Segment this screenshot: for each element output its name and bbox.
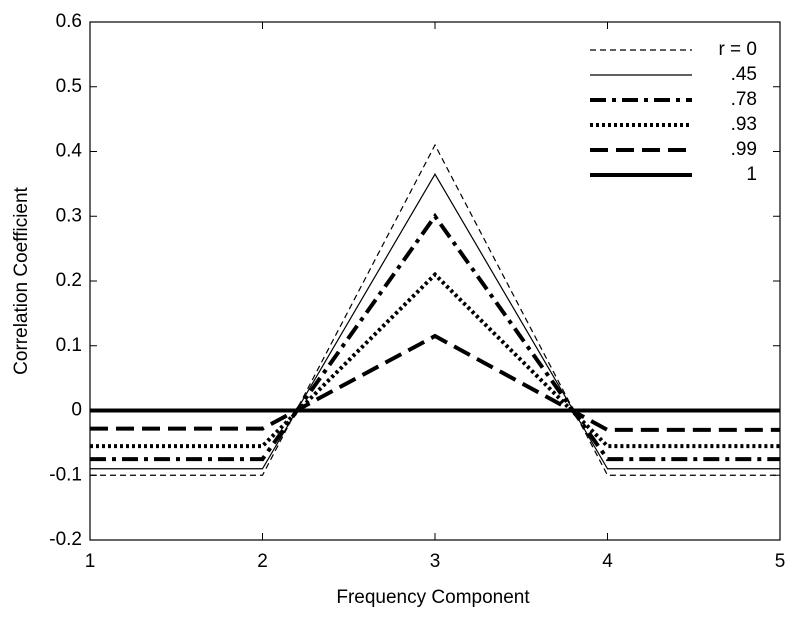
x-tick-label: 1	[85, 551, 96, 572]
legend-label: r = 0	[718, 39, 757, 60]
y-tick-label: 0.4	[56, 141, 83, 162]
series-line	[90, 333, 780, 432]
x-tick-label: 4	[602, 551, 613, 572]
y-tick-label: 0.5	[56, 76, 82, 97]
legend-label: 1	[746, 164, 757, 185]
y-tick-label: 0	[71, 400, 82, 421]
y-tick-label: 0.3	[56, 205, 82, 226]
legend-label: .78	[731, 89, 757, 110]
y-tick-label: 0.2	[56, 270, 82, 291]
y-tick-label: -0.2	[49, 529, 82, 550]
legend-label: .93	[731, 114, 757, 135]
legend-label: .99	[731, 139, 757, 160]
y-tick-label: 0.1	[56, 335, 82, 356]
series-line	[90, 143, 780, 476]
x-tick-label: 3	[430, 551, 441, 572]
series-line	[90, 212, 780, 462]
x-tick-label: 2	[257, 551, 268, 572]
legend-label: .45	[731, 64, 757, 85]
x-tick-label: 5	[775, 551, 786, 572]
series-line	[90, 172, 780, 470]
series-line	[90, 271, 780, 449]
y-tick-label: -0.1	[49, 464, 82, 485]
y-tick-label: 0.6	[56, 11, 82, 32]
x-axis-label: Frequency Component	[336, 587, 530, 608]
y-axis-label: Correlation Coefficient	[11, 186, 32, 374]
